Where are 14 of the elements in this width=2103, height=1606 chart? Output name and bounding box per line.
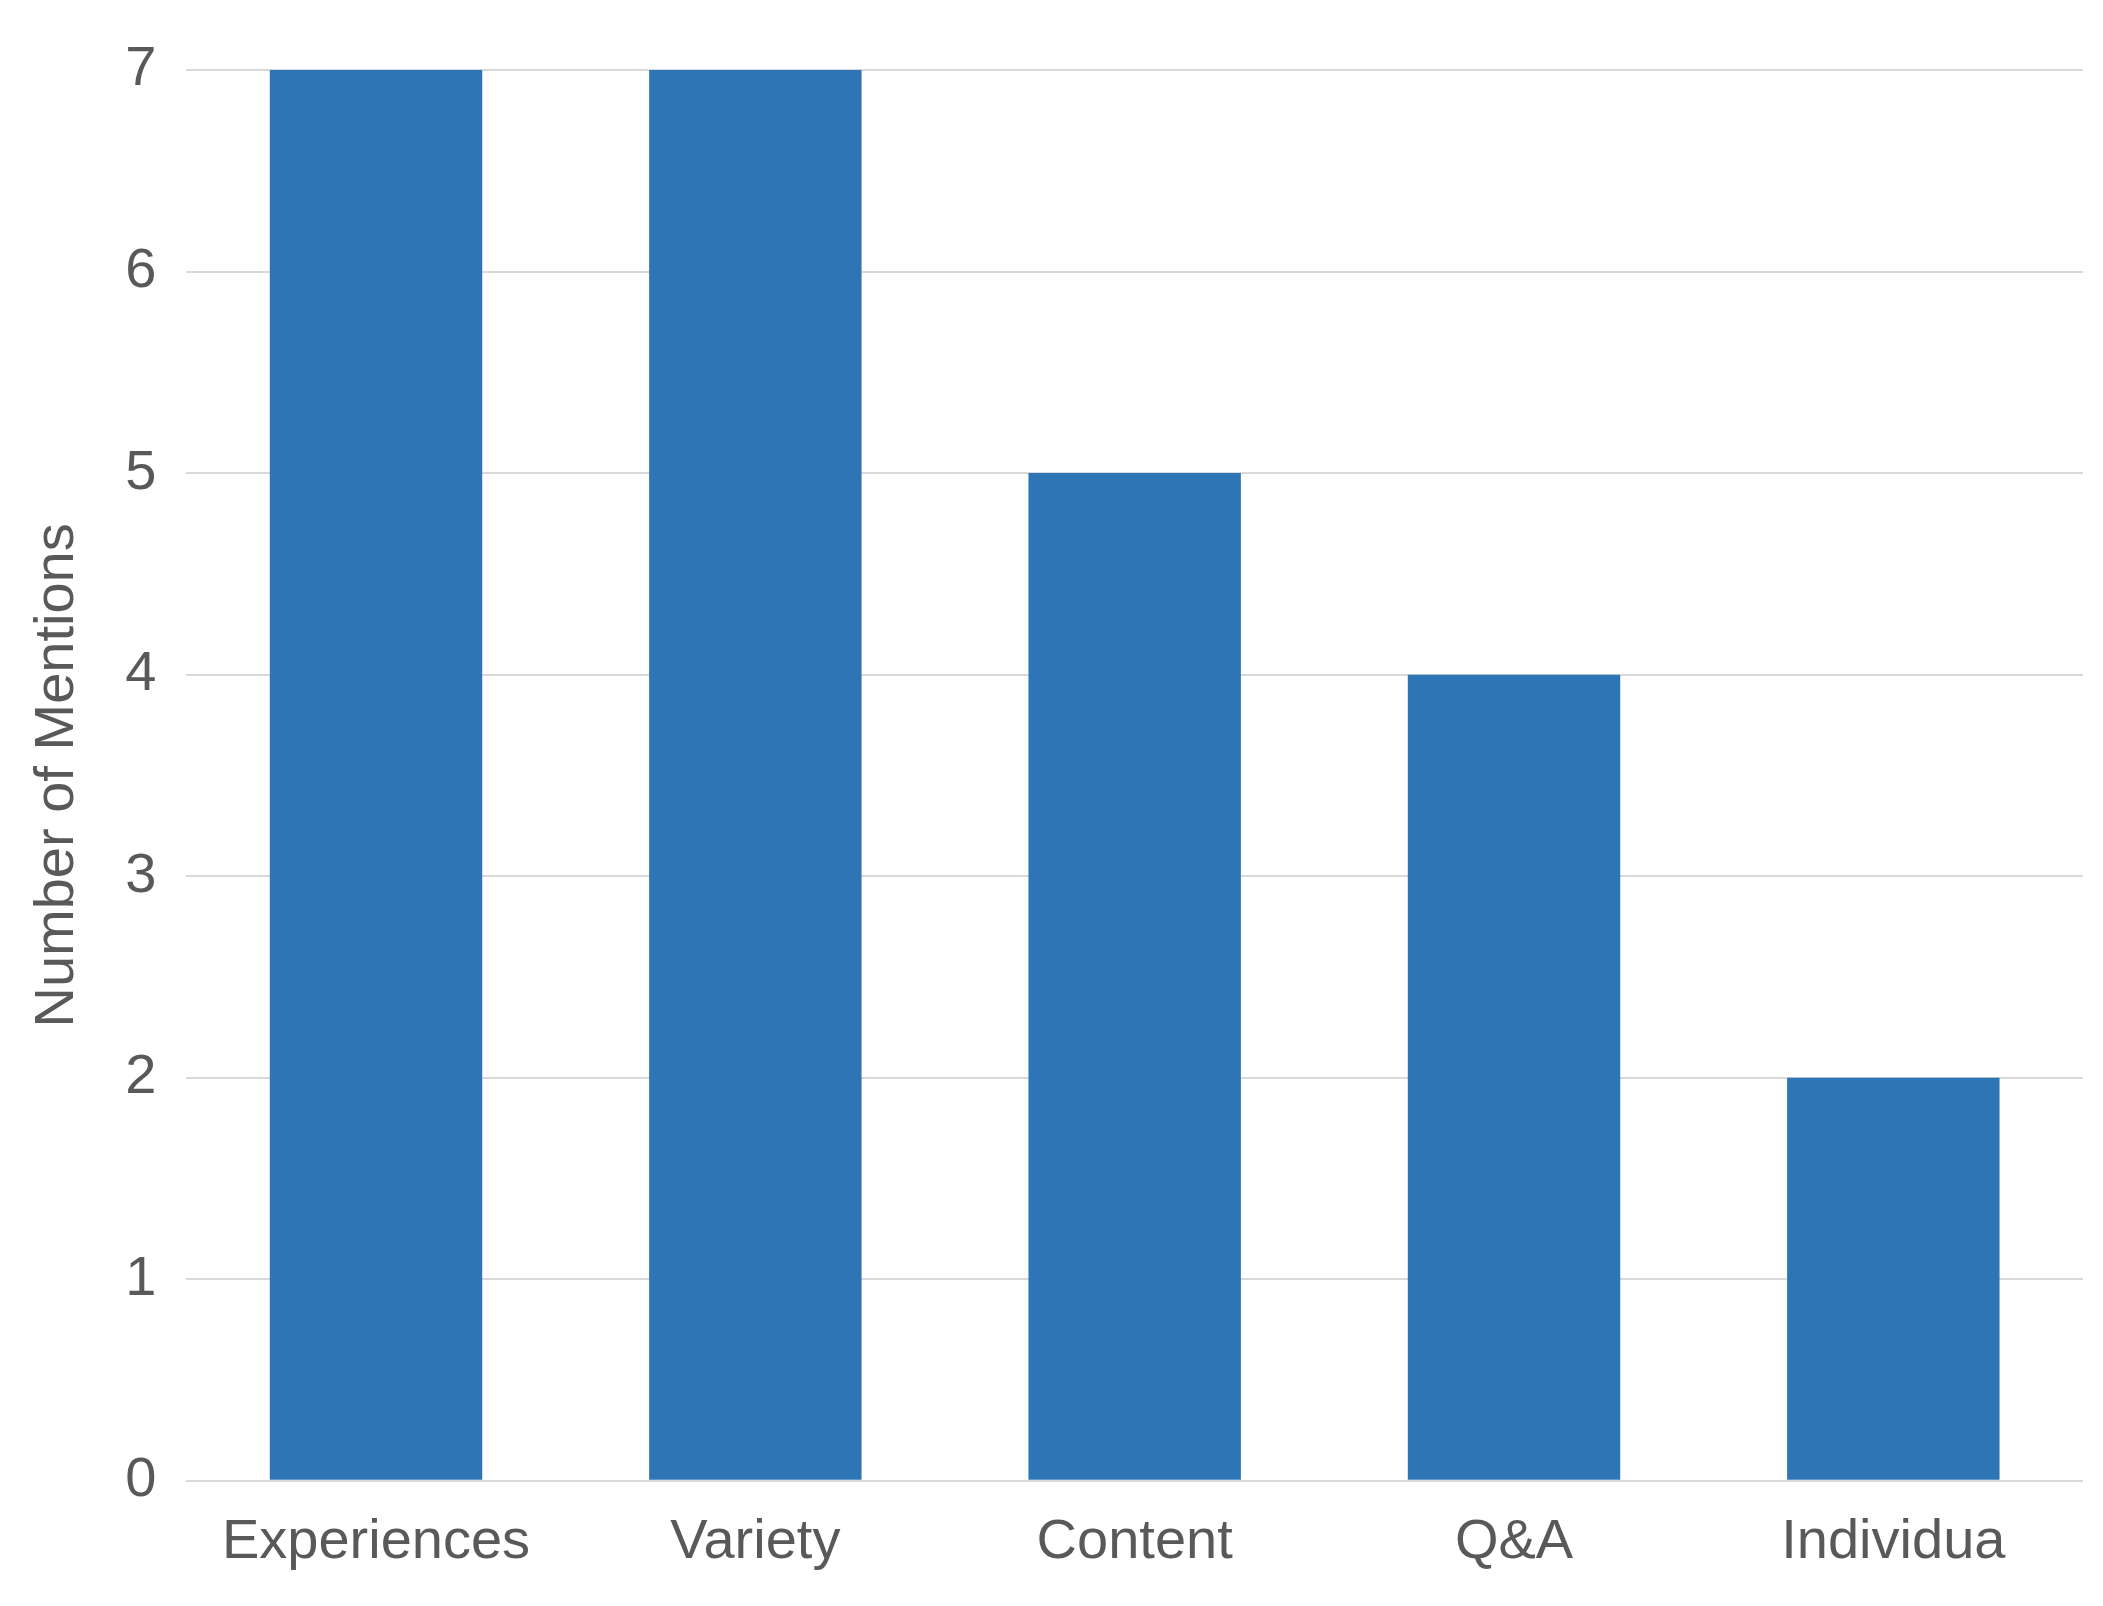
x-tick-label: Q&A	[1454, 1506, 1574, 1570]
y-tick-label: 2	[125, 1042, 157, 1106]
y-tick-label: 7	[125, 34, 157, 98]
y-tick-label: 4	[125, 639, 157, 703]
y-tick-label: 3	[125, 840, 157, 904]
y-tick-label: 6	[125, 235, 157, 299]
x-tick-label: Variety	[670, 1506, 841, 1570]
y-tick-label: 5	[125, 437, 157, 501]
x-tick-label: Content	[1036, 1506, 1234, 1570]
y-tick-label: 0	[125, 1445, 157, 1509]
y-axis-title: Number of Mentions	[22, 523, 86, 1028]
x-tick-label: Individua	[1781, 1506, 2007, 1570]
x-tick-label: Experiences	[221, 1506, 531, 1570]
y-tick-label: 1	[125, 1243, 157, 1307]
